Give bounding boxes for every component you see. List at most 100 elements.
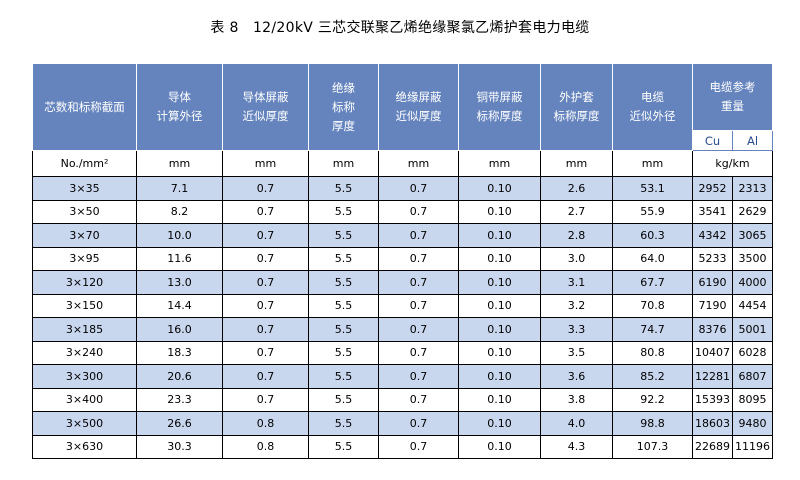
table-cell: 0.7 <box>378 434 459 459</box>
table-cell: 6028 <box>732 340 773 365</box>
table-row: 3×150 14.4 0.7 5.5 0.7 0.10 3.2 70.8 7190 4454 <box>32 293 773 318</box>
table-cell: 5.5 <box>308 176 379 201</box>
table-cell: 3×400 <box>32 387 137 412</box>
table-row: 3×500 26.6 0.8 5.5 0.7 0.10 4.0 98.8 18603 9480 <box>32 411 773 436</box>
table-cell: 4342 <box>692 223 733 248</box>
table-cell: 14.4 <box>136 293 223 318</box>
header-copper-tape: 铜带屏蔽 标称厚度 <box>458 63 541 151</box>
unit-cell: mm <box>136 150 223 177</box>
table-cell: 0.8 <box>222 434 309 459</box>
table-row: 3×35 7.1 0.7 5.5 0.7 0.10 2.6 53.1 2952 2313 <box>32 176 773 201</box>
table-cell: 3×35 <box>32 176 137 201</box>
table-cell: 0.10 <box>458 199 541 224</box>
table-cell: 5.5 <box>308 364 379 389</box>
table-cell: 98.8 <box>612 411 693 436</box>
table-cell: 0.10 <box>458 411 541 436</box>
table-cell: 3×185 <box>32 317 137 342</box>
table-cell: 80.8 <box>612 340 693 365</box>
table-cell: 53.1 <box>612 176 693 201</box>
table-cell: 0.7 <box>222 317 309 342</box>
table-cell: 3.2 <box>540 293 613 318</box>
table-cell: 0.7 <box>222 293 309 318</box>
table-cell: 0.7 <box>378 176 459 201</box>
table-cell: 0.10 <box>458 223 541 248</box>
table-cell: 2952 <box>692 176 733 201</box>
table-cell: 5.5 <box>308 411 379 436</box>
table-cell: 3×630 <box>32 434 137 459</box>
table-cell: 64.0 <box>612 246 693 271</box>
table-row: 3×95 11.6 0.7 5.5 0.7 0.10 3.0 64.0 5233 3500 <box>32 246 773 271</box>
table-cell: 5.5 <box>308 340 379 365</box>
table-cell: 0.10 <box>458 270 541 295</box>
table-cell: 0.10 <box>458 317 541 342</box>
table-cell: 0.10 <box>458 434 541 459</box>
table-cell: 3×240 <box>32 340 137 365</box>
table-cell: 74.7 <box>612 317 693 342</box>
table-cell: 7190 <box>692 293 733 318</box>
table-cell: 15393 <box>692 387 733 412</box>
table-cell: 3.5 <box>540 340 613 365</box>
table-cell: 0.7 <box>222 223 309 248</box>
table-cell: 18603 <box>692 411 733 436</box>
table-cell: 4.0 <box>540 411 613 436</box>
table-cell: 18.3 <box>136 340 223 365</box>
table-cell: 3×120 <box>32 270 137 295</box>
table-cell: 0.7 <box>378 411 459 436</box>
table-cell: 3×95 <box>32 246 137 271</box>
table-cell: 85.2 <box>612 364 693 389</box>
header-conductor-screen: 导体屏蔽 近似厚度 <box>222 63 309 151</box>
unit-cell: mm <box>308 150 379 177</box>
table-cell: 0.8 <box>222 411 309 436</box>
table-cell: 60.3 <box>612 223 693 248</box>
table-cell: 8376 <box>692 317 733 342</box>
table-row: 3×240 18.3 0.7 5.5 0.7 0.10 3.5 80.8 10407 6028 <box>32 340 773 365</box>
table-cell: 9480 <box>732 411 773 436</box>
table-cell: 26.6 <box>136 411 223 436</box>
table-cell: 11.6 <box>136 246 223 271</box>
table-cell: 8095 <box>732 387 773 412</box>
table-cell: 2.8 <box>540 223 613 248</box>
table-cell: 3×300 <box>32 364 137 389</box>
table-cell: 5001 <box>732 317 773 342</box>
table-cell: 0.7 <box>222 387 309 412</box>
table-cell: 4454 <box>732 293 773 318</box>
table-cell: 5.5 <box>308 246 379 271</box>
table-cell: 0.10 <box>458 293 541 318</box>
table-cell: 0.7 <box>222 199 309 224</box>
table-cell: 10.0 <box>136 223 223 248</box>
cable-spec-table-container: 芯数和标称截面 导体 计算外径 导体屏蔽 近似厚度 绝缘 标称 厚度 绝缘屏蔽 <box>32 63 773 459</box>
table-cell: 0.7 <box>378 246 459 271</box>
table-cell: 3541 <box>692 199 733 224</box>
table-cell: 4.3 <box>540 434 613 459</box>
table-cell: 3065 <box>732 223 773 248</box>
table-cell: 10407 <box>692 340 733 365</box>
table-cell: 0.7 <box>378 293 459 318</box>
table-cell: 5233 <box>692 246 733 271</box>
table-cell: 3500 <box>732 246 773 271</box>
table-cell: 92.2 <box>612 387 693 412</box>
header-al: Al <box>732 130 773 151</box>
table-cell: 5.5 <box>308 199 379 224</box>
table-cell: 2313 <box>732 176 773 201</box>
table-row: 3×50 8.2 0.7 5.5 0.7 0.10 2.7 55.9 3541 2629 <box>32 199 773 224</box>
table-cell: 22689 <box>692 434 733 459</box>
table-cell: 0.7 <box>222 340 309 365</box>
table-cell: 0.7 <box>378 387 459 412</box>
unit-cell: No./mm² <box>32 150 137 177</box>
unit-cell: mm <box>540 150 613 177</box>
table-cell: 3×50 <box>32 199 137 224</box>
table-title: 表 8 12/20kV 三芯交联聚乙烯绝缘聚氯乙烯护套电力电缆 <box>210 20 590 36</box>
table-cell: 30.3 <box>136 434 223 459</box>
unit-cell: mm <box>458 150 541 177</box>
table-cell: 0.10 <box>458 246 541 271</box>
table-row: 3×300 20.6 0.7 5.5 0.7 0.10 3.6 85.2 12281 6807 <box>32 364 773 389</box>
table-cell: 0.10 <box>458 364 541 389</box>
table-cell: 0.7 <box>378 317 459 342</box>
table-cell: 7.1 <box>136 176 223 201</box>
table-cell: 107.3 <box>612 434 693 459</box>
table-row: 3×70 10.0 0.7 5.5 0.7 0.10 2.8 60.3 4342 3065 <box>32 223 773 248</box>
header-conductor-diameter: 导体 计算外径 <box>136 63 223 151</box>
table-cell: 5.5 <box>308 293 379 318</box>
table-cell: 8.2 <box>136 199 223 224</box>
table-cell: 67.7 <box>612 270 693 295</box>
